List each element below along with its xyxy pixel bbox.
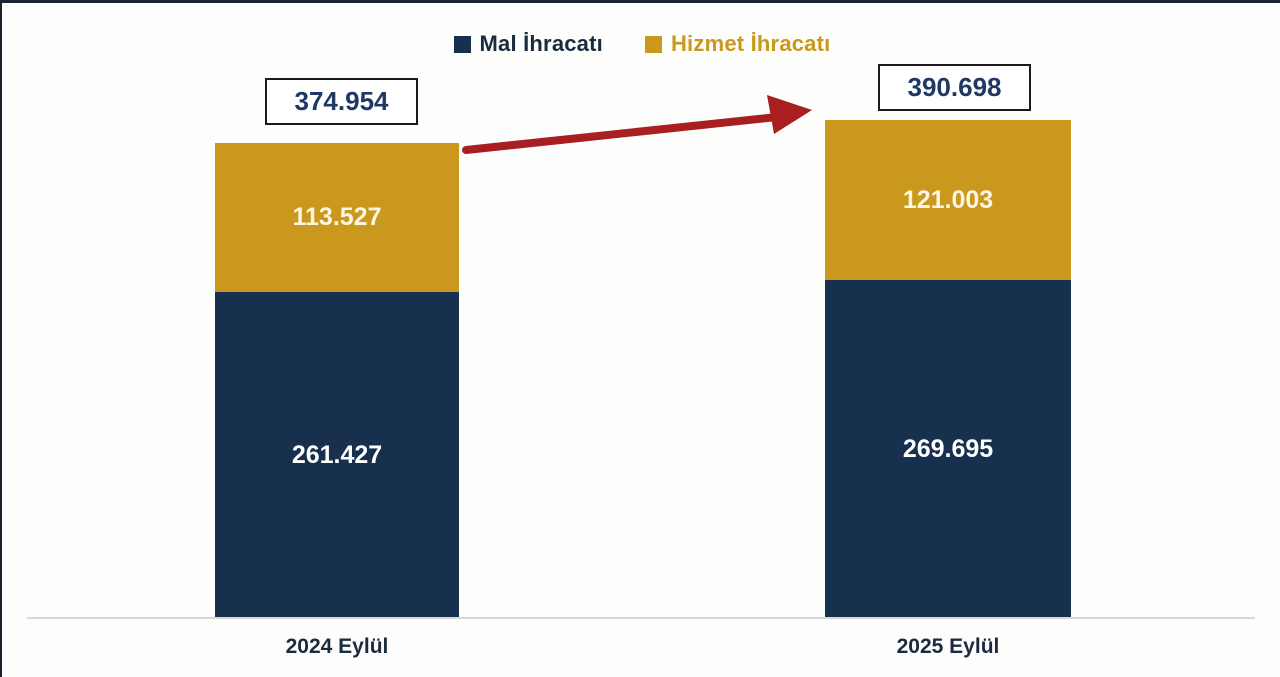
- x-axis-line: [27, 617, 1255, 619]
- x-axis-label-2024: 2024 Eylül: [285, 635, 389, 658]
- segment-label-hizmet-2024: 113.527: [292, 203, 382, 231]
- segment-hizmet-2024: 113.527: [215, 143, 459, 292]
- segment-label-hizmet-2025: 121.003: [902, 185, 994, 214]
- legend-swatch-mal: [453, 35, 471, 53]
- legend-label-mal: Mal İhracatı: [479, 31, 603, 56]
- legend-item-mal: Mal İhracatı: [453, 31, 603, 57]
- segment-mal-2024: 261.427: [215, 292, 459, 618]
- total-box-2024: 374.954: [265, 78, 418, 125]
- trend-arrow-shaft: [462, 113, 781, 154]
- trend-arrow: [462, 95, 812, 154]
- segment-mal-2025: 269.695: [825, 280, 1071, 618]
- segment-hizmet-2025: 121.003: [825, 120, 1071, 280]
- segment-label-mal-2025: 269.695: [902, 434, 994, 463]
- stacked-bar-2024: 113.527 261.427: [215, 143, 459, 618]
- x-axis-label-2025: 2025 Eylül: [896, 635, 1000, 658]
- legend-swatch-hizmet: [644, 35, 662, 53]
- legend-label-hizmet: Hizmet İhracatı: [670, 31, 831, 56]
- trend-arrow-head: [767, 95, 812, 134]
- stacked-bar-2025: 121.003 269.695: [825, 120, 1071, 618]
- legend: Mal İhracatı Hizmet İhracatı: [2, 31, 1280, 57]
- segment-label-mal-2024: 261.427: [291, 440, 383, 469]
- legend-item-hizmet: Hizmet İhracatı: [644, 31, 831, 57]
- total-box-2025: 390.698: [878, 64, 1031, 111]
